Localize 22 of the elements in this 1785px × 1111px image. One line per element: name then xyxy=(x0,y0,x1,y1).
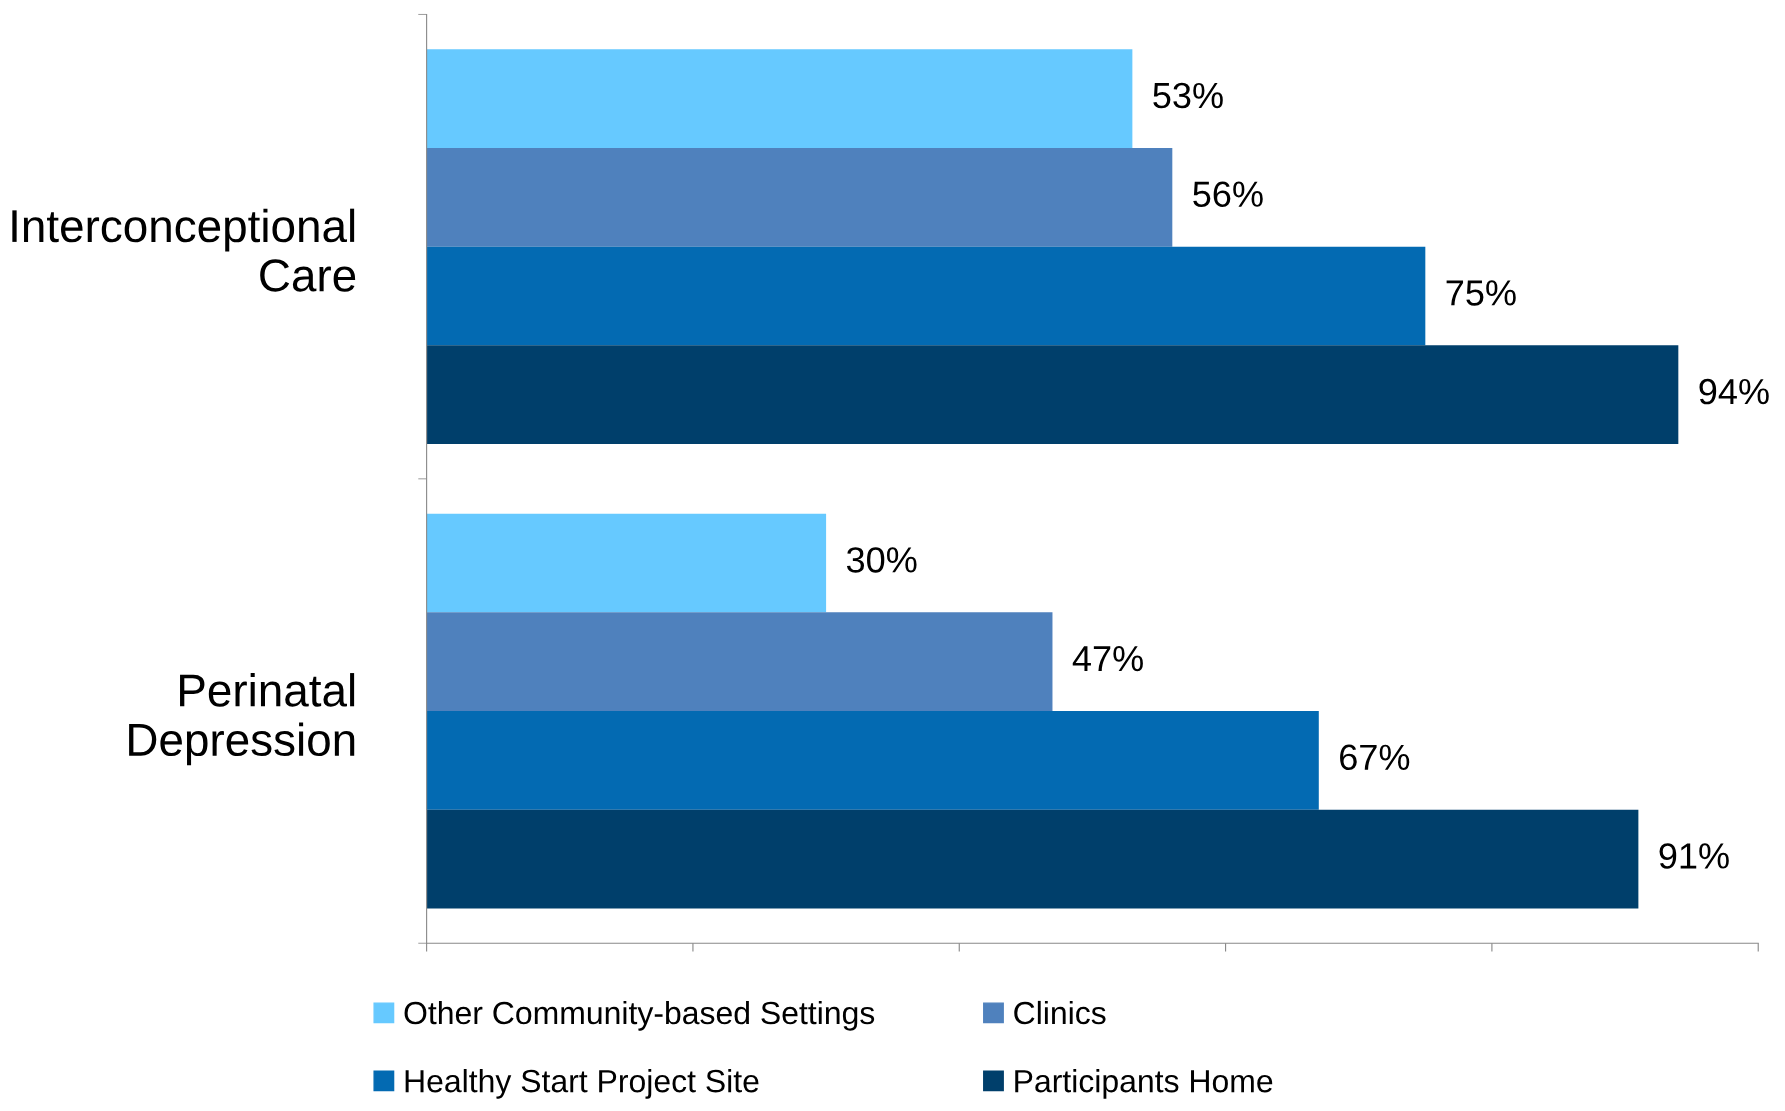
data-label: 75% xyxy=(1446,280,1516,306)
legend-label: Clinics xyxy=(1014,1000,1106,1025)
bar xyxy=(426,809,1639,909)
data-label: 91% xyxy=(1659,843,1729,869)
data-label: 94% xyxy=(1699,378,1769,405)
data-label: 67% xyxy=(1340,744,1410,771)
legend-label: Healthy Start Project Site xyxy=(405,1068,759,1099)
bar xyxy=(426,612,1053,712)
bar xyxy=(426,513,827,613)
bar xyxy=(426,711,1319,810)
legend-label: Participants Home xyxy=(1015,1068,1273,1099)
data-label: 53% xyxy=(1153,82,1223,109)
legend-label: Other Community-based Settings xyxy=(404,1000,875,1031)
bar xyxy=(426,49,1133,148)
y-tick-label: Interconceptional Care xyxy=(12,208,356,292)
y-tick-label: Perinatal Depression xyxy=(129,673,355,766)
bar xyxy=(426,246,1426,346)
data-label: 56% xyxy=(1193,181,1263,207)
bar xyxy=(426,147,1173,247)
data-label: 30% xyxy=(846,547,917,573)
data-label: 47% xyxy=(1072,645,1143,672)
bar xyxy=(426,345,1679,445)
